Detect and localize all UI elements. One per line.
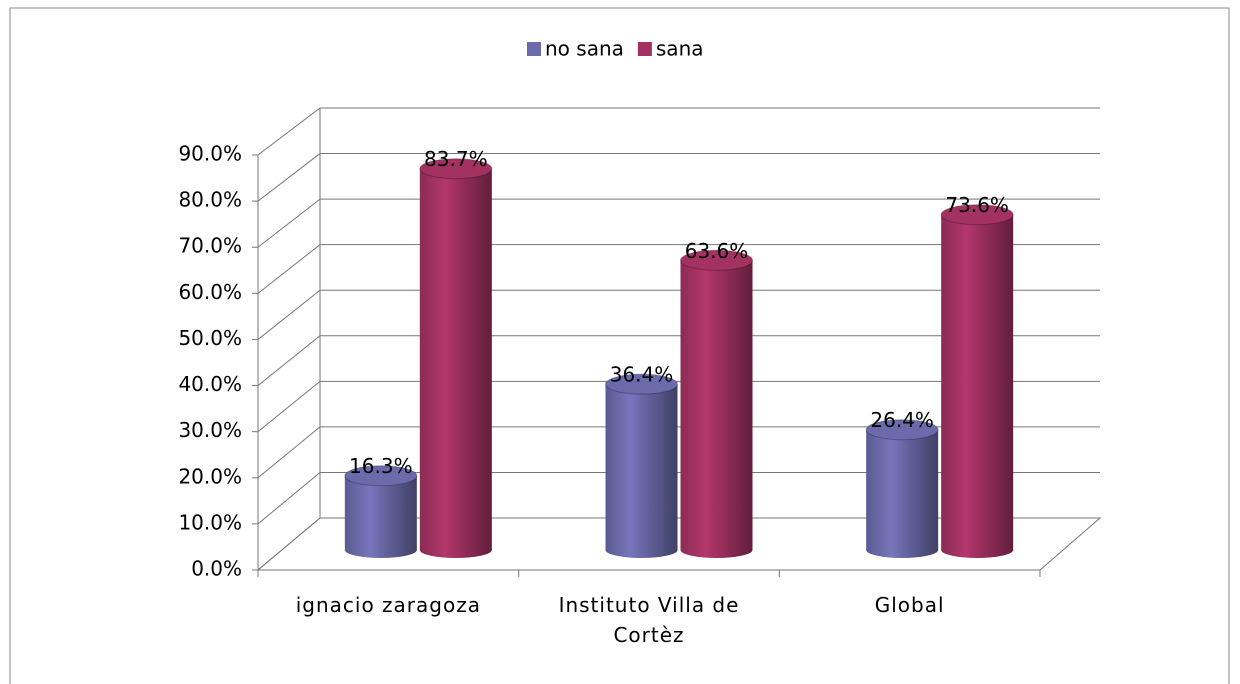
bar — [680, 260, 753, 550]
bar — [419, 168, 492, 550]
grid-line — [257, 426, 1100, 479]
cap — [605, 373, 678, 395]
cap — [865, 419, 939, 441]
legend-label: sana — [656, 37, 704, 61]
y-tick-label: 60.0% — [178, 280, 242, 304]
grid-line — [257, 289, 1100, 340]
value-label: 26.4% — [870, 408, 934, 432]
cap — [940, 204, 1014, 226]
legend-label: no sana — [545, 37, 624, 61]
y-tick-label: 10.0% — [178, 510, 242, 534]
cap — [344, 465, 418, 487]
grid-line — [257, 335, 1100, 386]
grid-line — [257, 517, 1100, 571]
grid-line — [257, 244, 1100, 294]
x-tick-label: Global — [874, 593, 945, 617]
y-tick-label: 90.0% — [178, 142, 242, 166]
bar — [941, 214, 1014, 550]
value-label: 63.6% — [685, 239, 749, 263]
value-label: 16.3% — [349, 454, 413, 478]
value-label: 73.6% — [945, 193, 1009, 217]
chart-border — [9, 7, 1230, 684]
cap — [680, 249, 753, 271]
legend-swatch — [527, 42, 541, 56]
grid-line — [257, 153, 1100, 202]
x-tick-label: ignacio zaragoza — [295, 593, 481, 617]
bar — [866, 429, 939, 550]
grid-line — [257, 471, 1100, 525]
y-tick-label: 20.0% — [178, 464, 242, 488]
x-tick-label: Instituto Villa de Cortèz — [558, 593, 740, 647]
y-tick-label: 30.0% — [178, 418, 242, 442]
value-label: 36.4% — [610, 363, 674, 387]
y-tick-label: 70.0% — [178, 234, 242, 258]
grid-line — [257, 198, 1100, 248]
y-tick-label: 0.0% — [191, 557, 242, 581]
bar — [344, 475, 417, 550]
grid-line — [257, 380, 1100, 433]
legend-swatch — [637, 42, 652, 56]
y-tick-label: 80.0% — [178, 188, 242, 212]
y-tick-label: 50.0% — [178, 326, 242, 350]
bar — [605, 384, 678, 550]
grid-line — [257, 107, 1100, 156]
value-label: 83.7% — [424, 147, 488, 171]
cap — [419, 158, 493, 180]
y-tick-label: 40.0% — [178, 372, 242, 396]
